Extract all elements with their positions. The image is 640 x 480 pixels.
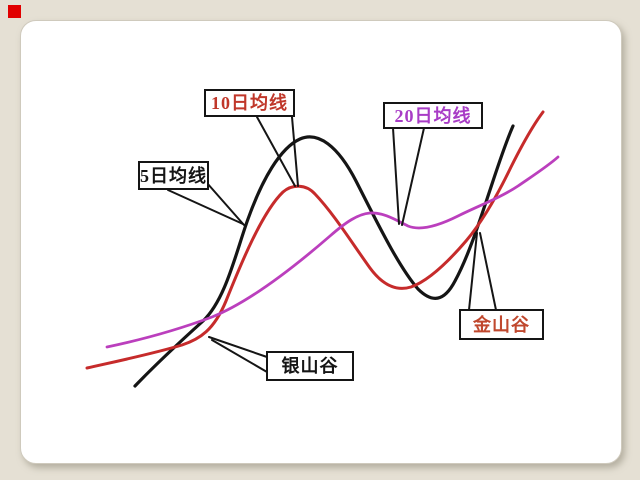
- callout-silver-valley: 银山谷: [266, 351, 354, 381]
- red-square-marker: [8, 5, 21, 18]
- ma5-pointer-line: [167, 189, 244, 225]
- ma10-pointer-line: [256, 116, 296, 187]
- callout-ma20: 20日均线: [383, 102, 483, 129]
- ma10-pointer-line: [291, 116, 299, 187]
- ma20-pointer-line: [401, 127, 425, 226]
- ma20-line: [105, 155, 560, 349]
- silver-valley-pointer-line: [211, 339, 268, 373]
- ma5-line: [133, 124, 515, 388]
- gold-valley-pointer-line: [479, 232, 497, 311]
- ma10-line: [85, 110, 545, 370]
- silver-valley-pointer-line: [208, 336, 268, 358]
- ma20-pointer-line: [392, 127, 400, 225]
- callout-ma10: 10日均线: [204, 89, 295, 117]
- gold-valley-pointer-line: [468, 232, 478, 311]
- ma5-pointer-line: [206, 182, 245, 226]
- callout-gold-valley: 金山谷: [459, 309, 544, 340]
- callout-ma5: 5日均线: [138, 161, 209, 190]
